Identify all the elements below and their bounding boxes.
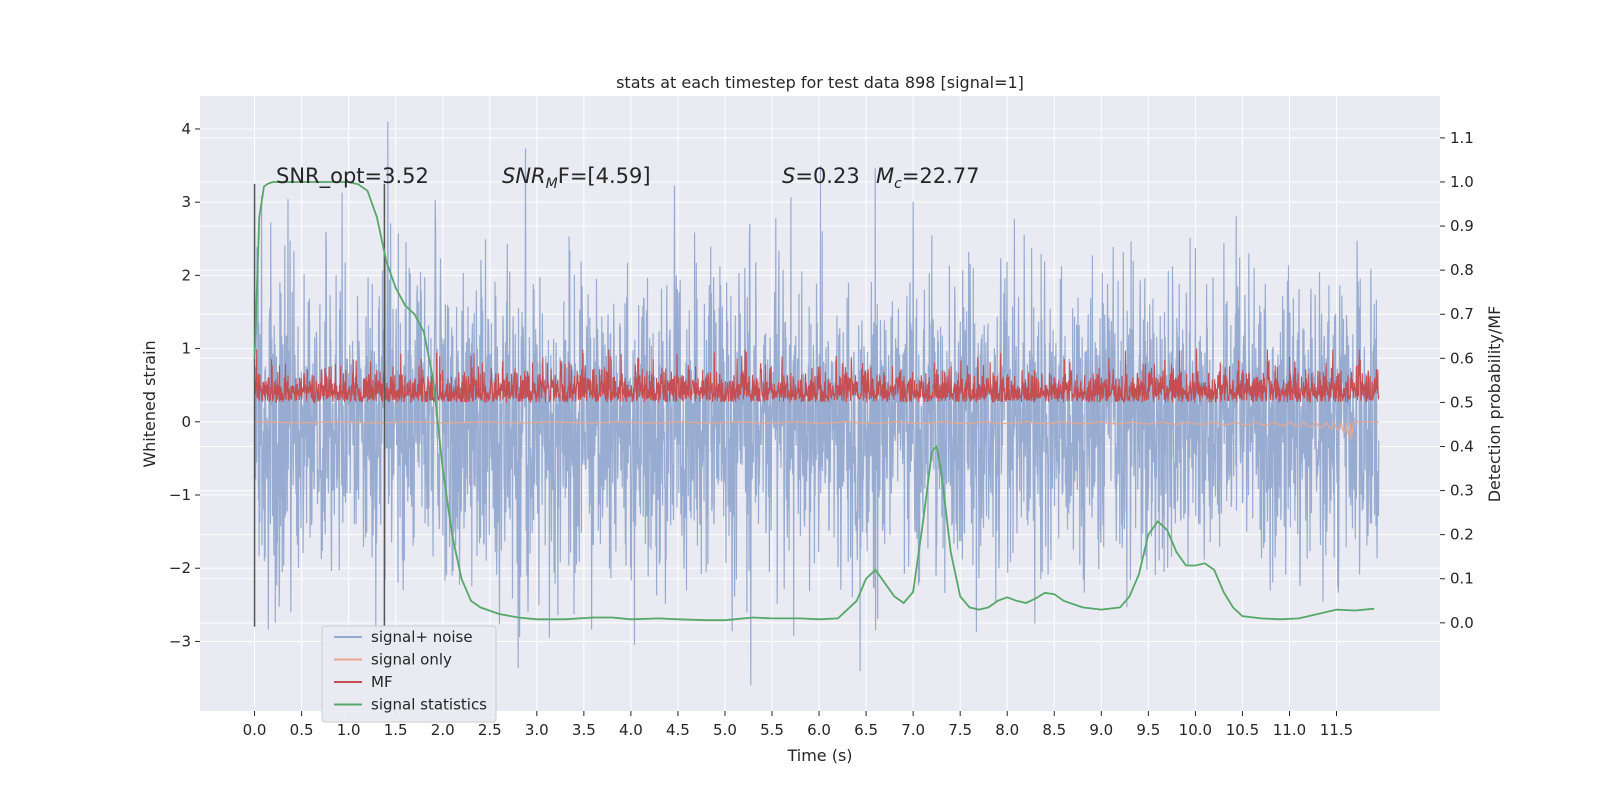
annotation-s-symbol: S [782, 164, 795, 188]
x-axis-ticks: 0.0 0.5 1.0 1.5 2.0 2.5 3.0 3.5 4.0 4.5 5.0 5.5 6.0 6… [243, 711, 1353, 739]
x-tick-label: 7.5 [948, 721, 972, 739]
mf-series [254, 349, 1380, 405]
y-tick-label: −3 [169, 632, 191, 650]
y-tick-label: 2 [181, 266, 191, 284]
y-tick-label: 3 [181, 193, 191, 211]
x-tick-label: 7.0 [901, 721, 925, 739]
annotation-snr-mf-subscript: M [546, 176, 558, 192]
legend-label: signal+ noise [371, 628, 473, 646]
y2-tick-label: 0.2 [1450, 526, 1474, 544]
x-tick-label: 9.0 [1089, 721, 1113, 739]
x-tick-label: 4.5 [666, 721, 690, 739]
y2-tick-label: 0.1 [1450, 570, 1474, 588]
y2-tick-label: 0.6 [1450, 349, 1474, 367]
signal-statistics-line [253, 181, 1375, 622]
y2-tick-label: 0.9 [1450, 217, 1474, 235]
y-tick-label: 4 [181, 120, 191, 138]
x-tick-label: 5.5 [760, 721, 784, 739]
x-tick-label: 10.5 [1226, 721, 1259, 739]
legend-label: signal only [371, 651, 452, 669]
signal-noise-series [254, 121, 1380, 686]
annotation-mc: Mc=22.77 [876, 164, 980, 192]
x-tick-label: 0.0 [243, 721, 267, 739]
y-tick-label: 1 [181, 340, 191, 358]
y-axis-ticks: 4 3 2 1 0 −1 −2 −3 [169, 120, 200, 650]
legend-label: signal statistics [371, 696, 487, 714]
y2-tick-label: 0.7 [1450, 305, 1474, 323]
x-tick-label: 0.5 [290, 721, 314, 739]
x-tick-label: 2.5 [478, 721, 502, 739]
mf-trace [254, 349, 1380, 405]
y2-tick-label: 0.3 [1450, 482, 1474, 500]
x-tick-label: 1.0 [337, 721, 361, 739]
y2-axis-title: Detection probability/MF [1485, 306, 1504, 503]
annotation-s-value: =0.23 [795, 164, 859, 188]
annotation-mc-value: =22.77 [902, 164, 980, 188]
legend: signal+ noise signal only MF signal statist… [321, 625, 497, 723]
annotations: SNR_opt=3.52 SNRMF=[4.59] S=0.23 Mc=22.7… [276, 164, 980, 192]
x-tick-label: 4.0 [619, 721, 643, 739]
x-tick-label: 11.5 [1320, 721, 1353, 739]
annotation-snr-mf: SNRMF=[4.59] [502, 164, 651, 192]
signal-only-trace [254, 420, 1379, 440]
x-tick-label: 10.0 [1179, 721, 1212, 739]
annotation-s: S=0.23 [782, 164, 860, 188]
annotation-mc-subscript: c [894, 176, 902, 192]
annotation-snr-opt: SNR_opt=3.52 [276, 164, 429, 189]
x-tick-label: 11.0 [1273, 721, 1306, 739]
signal-only-series [254, 420, 1379, 440]
x-tick-label: 8.0 [995, 721, 1019, 739]
x-tick-label: 3.0 [525, 721, 549, 739]
legend-box [321, 625, 497, 723]
x-tick-label: 9.5 [1136, 721, 1160, 739]
legend-label: MF [371, 673, 393, 691]
y2-axis-ticks: 1.1 1.0 0.9 0.8 0.7 0.6 0.5 0.4 0.3 0.2 0.1 0.0 [1440, 129, 1474, 632]
annotation-snr-mf-value: F=[4.59] [558, 164, 651, 188]
x-tick-label: 6.0 [807, 721, 831, 739]
annotation-snr-mf-symbol: SNR [502, 164, 546, 188]
annotation-mc-symbol: M [876, 164, 894, 188]
y2-tick-label: 1.1 [1450, 129, 1474, 147]
y2-tick-label: 0.0 [1450, 614, 1474, 632]
y-tick-label: −2 [169, 559, 191, 577]
x-tick-label: 2.0 [431, 721, 455, 739]
y-axis-title: Whitened strain [140, 340, 159, 467]
y2-tick-label: 0.4 [1450, 437, 1474, 455]
chart-title: stats at each timestep for test data 898… [616, 73, 1024, 92]
x-tick-label: 8.5 [1042, 721, 1066, 739]
y2-tick-label: 1.0 [1450, 173, 1474, 191]
x-tick-label: 3.5 [572, 721, 596, 739]
y2-tick-label: 0.5 [1450, 393, 1474, 411]
x-tick-label: 5.0 [713, 721, 737, 739]
y2-tick-label: 0.8 [1450, 261, 1474, 279]
x-tick-label: 1.5 [384, 721, 408, 739]
signal-statistics-series [253, 181, 1375, 622]
signal-noise-trace [254, 121, 1380, 686]
x-axis-title: Time (s) [786, 746, 852, 765]
y-tick-label: 0 [181, 413, 191, 431]
y-tick-label: −1 [169, 486, 191, 504]
x-tick-label: 6.5 [854, 721, 878, 739]
vertical-lines [253, 183, 386, 627]
